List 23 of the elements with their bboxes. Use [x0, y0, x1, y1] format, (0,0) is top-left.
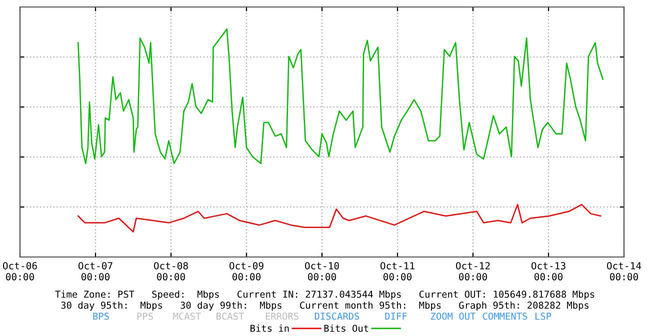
x-tick-label: Oct-06 00:00	[2, 262, 37, 280]
legend-label: Bits Out	[324, 324, 368, 332]
x-tick-label: Oct-13 00:00	[531, 262, 566, 280]
x-tick-label: Oct-11 00:00	[380, 262, 414, 280]
text: Time Zone: PST Speed: Mbps Current IN: 27137.043544 Mbps Current OUT: 105649.817688 Mbps	[55, 290, 594, 300]
x-tick-label: Oct-09 00:00	[229, 262, 264, 280]
text: PPS	[137, 312, 153, 320]
text: BCAST	[216, 312, 244, 320]
text: ERRORS	[266, 312, 298, 320]
text: COMMENTS	[482, 312, 528, 320]
x-tick-label: Oct-07 00:00	[78, 262, 112, 280]
text: BPS	[93, 312, 109, 320]
text: DIFF	[385, 312, 407, 320]
text: ZOOM OUT	[430, 312, 476, 320]
x-tick-label: Oct-12 00:00	[456, 262, 490, 280]
text: 30 day 95th: Mbps 30 day 99th: Mbps Current month 95th: Mbps Graph 95th: 208282 Mbps	[61, 301, 588, 311]
text: DISCARDS	[314, 312, 360, 320]
x-tick-label: Oct-14 00:00	[606, 262, 642, 280]
x-tick-label: Oct-10 00:00	[304, 262, 339, 280]
text: MCAST	[173, 312, 201, 320]
x-tick-label: Oct-08 00:00	[154, 262, 188, 280]
legend-label: Bits in	[250, 324, 289, 332]
text: LSP	[535, 312, 552, 320]
